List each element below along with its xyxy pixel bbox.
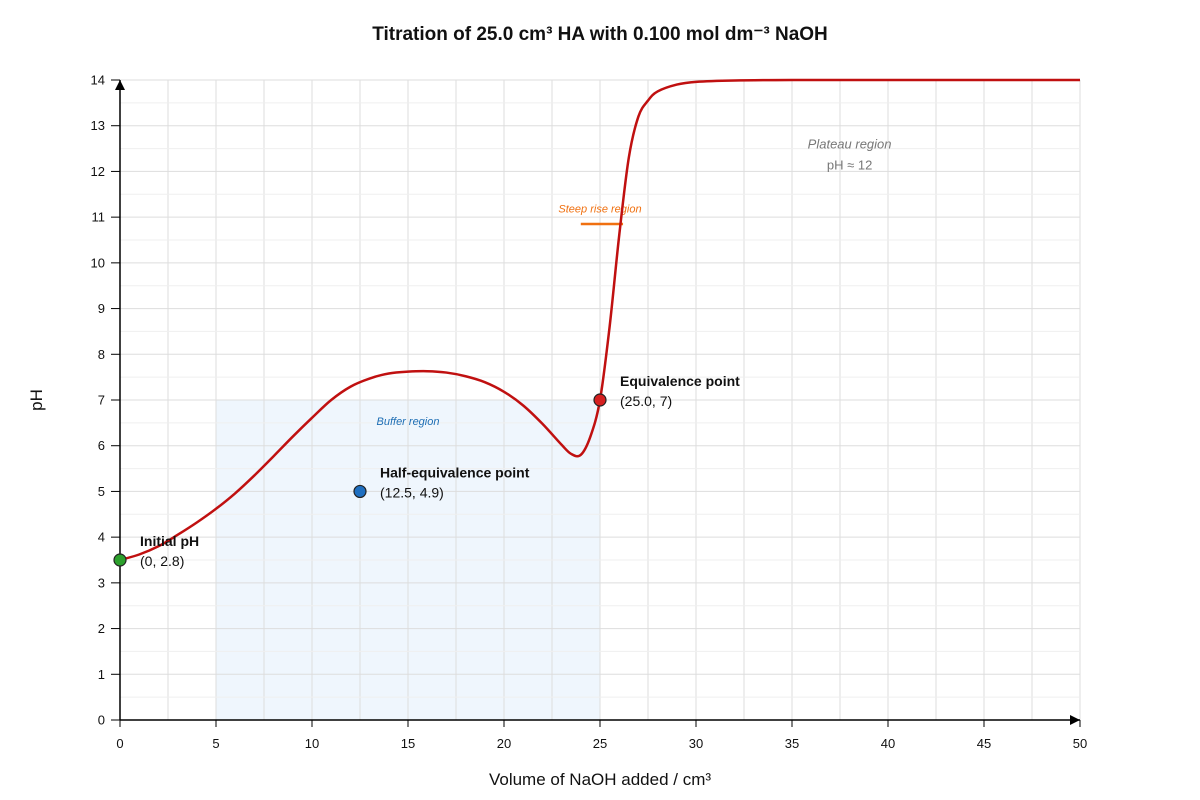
point-marker bbox=[353, 484, 367, 499]
point-title: Equivalence point bbox=[620, 373, 740, 389]
steep-rise-label: Steep rise region bbox=[558, 204, 641, 216]
y-tick-label: 3 bbox=[98, 575, 105, 590]
chart-title: Titration of 25.0 cm³ HA with 0.100 mol … bbox=[372, 24, 828, 45]
x-tick-label: 45 bbox=[977, 736, 991, 751]
y-tick-label: 6 bbox=[98, 438, 105, 453]
y-tick-label: 14 bbox=[91, 73, 105, 88]
x-tick-label: 20 bbox=[497, 736, 511, 751]
titration-curve bbox=[119, 78, 1080, 562]
y-tick-label: 1 bbox=[98, 667, 105, 682]
x-tick-label: 40 bbox=[881, 736, 895, 751]
point-coordinates: (12.5, 4.9) bbox=[380, 484, 444, 500]
plateau-region-sublabel: pH ≈ 12 bbox=[827, 158, 872, 173]
point-title: Half-equivalence point bbox=[380, 464, 530, 480]
point-marker bbox=[113, 553, 127, 567]
x-tick-label: 15 bbox=[401, 736, 415, 751]
y-tick-label: 5 bbox=[98, 484, 105, 499]
y-tick-label: 4 bbox=[98, 530, 105, 545]
x-axis-label: Volume of NaOH added / cm³ bbox=[489, 770, 711, 789]
y-tick-label: 11 bbox=[92, 210, 106, 225]
x-tick-label: 35 bbox=[785, 736, 799, 751]
y-tick-label: 9 bbox=[98, 301, 105, 316]
x-tick-label: 0 bbox=[116, 736, 123, 751]
y-tick-label: 13 bbox=[91, 118, 105, 133]
annotated-points: Initial pH (0, 2.8) Half-equivalence point… bbox=[113, 373, 740, 569]
x-tick-label: 50 bbox=[1073, 736, 1087, 751]
point-title: Initial pH bbox=[140, 533, 199, 549]
y-axis-arrow bbox=[115, 80, 125, 90]
x-tick-label: 25 bbox=[593, 736, 607, 751]
point-marker bbox=[593, 393, 607, 407]
y-tick-label: 0 bbox=[98, 713, 105, 728]
plateau-region-label: Plateau region bbox=[808, 137, 892, 152]
x-tick-label: 5 bbox=[212, 736, 219, 751]
y-axis-label: pH bbox=[27, 389, 46, 411]
x-ticks: 0 5 10 15 20 25 30 35 40 45 50 bbox=[116, 720, 1087, 751]
x-tick-label: 30 bbox=[689, 736, 703, 751]
buffer-region-label: Buffer region bbox=[377, 416, 440, 428]
y-tick-label: 12 bbox=[91, 164, 105, 179]
y-tick-label: 7 bbox=[98, 393, 105, 408]
y-tick-label: 8 bbox=[98, 347, 105, 362]
y-tick-label: 2 bbox=[98, 621, 105, 636]
y-tick-label: 10 bbox=[91, 255, 105, 270]
x-axis-arrow bbox=[1070, 715, 1080, 725]
point-coordinates: (0, 2.8) bbox=[140, 553, 184, 569]
point-coordinates: (25.0, 7) bbox=[620, 393, 672, 409]
x-tick-label: 10 bbox=[305, 736, 319, 751]
